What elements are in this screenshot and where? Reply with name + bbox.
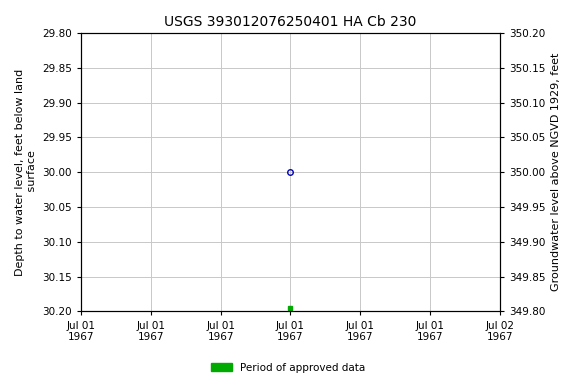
Title: USGS 393012076250401 HA Cb 230: USGS 393012076250401 HA Cb 230 — [164, 15, 416, 29]
Legend: Period of approved data: Period of approved data — [207, 359, 369, 377]
Y-axis label: Depth to water level, feet below land
 surface: Depth to water level, feet below land su… — [15, 69, 37, 276]
Y-axis label: Groundwater level above NGVD 1929, feet: Groundwater level above NGVD 1929, feet — [551, 53, 561, 291]
